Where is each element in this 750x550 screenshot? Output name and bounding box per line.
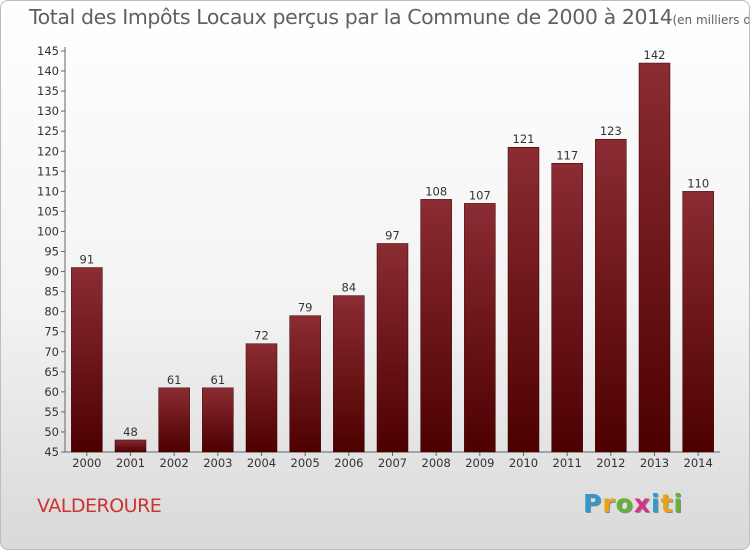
x-tick-label: 2012 [596,456,625,470]
y-tick-label: 110 [37,184,59,198]
data-label-2007: 97 [385,228,400,242]
bar-series [71,62,714,453]
data-label-2002: 61 [167,373,182,387]
data-label-2001: 48 [123,425,138,439]
y-tick-label: 45 [44,445,59,459]
y-tick-label: 90 [44,265,59,279]
bar-2013 [638,62,671,453]
chart-title: Total des Impôts Locaux perçus par la Co… [29,5,673,29]
y-tick-label: 105 [37,204,59,218]
y-tick-label: 120 [37,144,59,158]
bar-2002 [158,387,190,453]
bar-2008 [420,199,452,453]
bar-2011 [551,163,583,453]
data-label-2006: 84 [342,281,357,295]
y-tick-label: 85 [44,285,59,299]
bar-2007 [376,243,409,453]
logo-letter: t [660,489,674,518]
logo-letter: x [633,489,651,518]
data-label-2004: 72 [254,329,269,343]
x-tick-label: 2008 [422,456,451,470]
logo-letter: o [615,489,634,518]
y-axis: 45 50 55 60 65 70 75 80 85 90 95 100 105 110 115 120 125… [37,44,66,459]
bar-2000 [71,267,103,453]
data-label-2013: 142 [644,48,666,62]
y-tick-label: 70 [44,345,59,359]
y-tick-label: 95 [44,245,59,259]
x-tick-label: 2003 [203,456,232,470]
bar-2005 [289,315,321,453]
data-label-2000: 91 [80,253,95,267]
commune-name: VALDEROURE [37,495,162,517]
x-tick-label: 2001 [116,456,145,470]
y-tick-label: 140 [37,64,59,78]
x-tick-label: 2013 [640,456,669,470]
x-tick-label: 2007 [378,456,407,470]
bar-2010 [507,146,540,453]
x-axis: 2000 2001 2002 2003 2004 2005 2006 2007 2008 2009… [65,451,720,470]
proxiti-logo: Proxiti [583,489,683,518]
y-tick-label: 145 [37,44,59,58]
y-tick-label: 75 [44,325,59,339]
chart-title-block: Total des Impôts Locaux perçus par la Co… [29,5,749,29]
y-tick-label: 115 [37,164,59,178]
bar-2009 [464,203,496,453]
data-label-2009: 107 [469,188,491,202]
bar-2014 [682,191,714,453]
y-tick-label: 125 [37,124,59,138]
x-tick-label: 2005 [291,456,320,470]
y-tick-label: 130 [37,104,59,118]
logo-letter: i [673,489,684,518]
data-label-2011: 117 [556,148,578,162]
y-tick-label: 55 [44,405,59,419]
y-tick-label: 60 [44,385,59,399]
x-tick-label: 2000 [72,456,101,470]
x-tick-label: 2011 [553,456,582,470]
x-tick-label: 2004 [247,456,276,470]
y-tick-label: 65 [44,365,59,379]
data-label-2008: 108 [425,184,447,198]
bar-2012 [595,138,627,453]
bar-2001 [114,439,147,453]
logo-letter: r [602,489,616,518]
y-tick-label: 50 [44,425,59,439]
bar-2006 [333,295,365,453]
bar-2003 [202,387,234,453]
y-tick-label: 135 [37,84,59,98]
logo-letter: i [651,489,661,518]
data-label-2003: 61 [211,373,226,387]
x-tick-label: 2002 [160,456,189,470]
y-tick-label: 100 [37,224,59,238]
x-tick-label: 2014 [684,456,713,470]
data-label-2012: 123 [600,124,622,138]
chart-unit-label: (en milliers d'€) [672,13,749,27]
y-tick-label: 80 [44,305,59,319]
data-label-2005: 79 [298,301,313,315]
x-tick-label: 2010 [509,456,538,470]
x-tick-label: 2009 [465,456,494,470]
data-labels: 91 48 61 61 72 79 84 97 108 107 121 117 123 142 110 [80,48,710,439]
data-label-2010: 121 [513,132,535,146]
logo-letter: P [583,489,603,518]
bar-2004 [245,343,278,453]
data-label-2014: 110 [687,176,709,190]
x-tick-label: 2006 [334,456,363,470]
